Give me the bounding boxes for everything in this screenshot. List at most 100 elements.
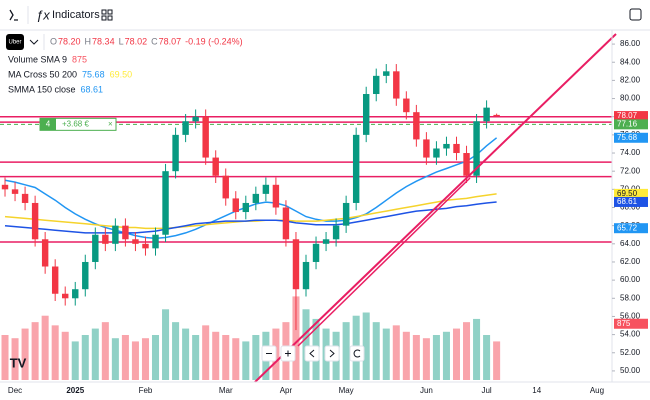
candle-body [222,175,229,199]
candle-body [463,153,470,176]
price-tag-label: 75.68 [617,133,638,142]
symbol-icon[interactable] [9,9,18,21]
volume-bar [442,331,450,380]
volume-bar [402,331,410,380]
ohlc-key: O [50,36,57,46]
trend-line[interactable] [254,33,617,383]
volume-bar [473,318,481,380]
ohlc-value: 78.02 [125,36,148,46]
y-tick-label: 58.00 [620,293,641,302]
volume-bar [412,335,420,380]
candle-body [31,202,39,240]
x-tick-label: Feb [139,386,153,395]
volume-bar [131,341,139,380]
icon [309,349,315,358]
candle-body [352,134,360,203]
volume-bar [172,322,180,380]
scroll-left[interactable] [304,345,320,362]
y-tick-label: 52.00 [620,348,641,357]
x-tick-label: Jul [481,386,491,395]
candle-body [92,234,99,262]
ohlc-value: 78.07 [159,36,182,46]
price-tag [614,111,648,122]
volume-bar [31,322,39,380]
volume-bar [432,335,440,380]
candle-body [122,225,129,240]
candle-body [312,243,320,262]
candle-body [232,198,239,213]
y-tick-label: 62.00 [620,257,641,266]
volume-bar [392,325,400,380]
x-tick-label: May [339,386,354,395]
ma-line [4,137,498,240]
volume-bar [182,328,190,380]
candle-body [172,134,179,172]
candle-body [493,114,500,117]
logo[interactable]: TV [10,355,27,370]
volume-bar [141,338,149,380]
layout-icon[interactable] [101,9,113,21]
volume-bar [121,335,129,380]
volume-bar [71,341,79,380]
y-tick-label: 60.00 [620,275,641,284]
symbol-badge-text: Uber [8,40,21,46]
volume-bar [252,335,260,380]
price-tag-label: 875 [617,319,631,328]
fx-icon[interactable]: ƒx [36,7,50,22]
symbol-badge[interactable] [6,34,24,50]
candle-body [162,171,169,235]
candle-body [242,202,250,213]
y-tick-label: 54.00 [620,330,641,339]
price-tag [614,188,648,199]
candle-body [322,239,330,244]
candle-body [272,184,280,208]
volume-bar [162,309,170,380]
icon [329,349,335,358]
indicator-name[interactable]: SMMA 150 close [8,84,76,94]
price-tag [614,132,648,143]
scroll-right[interactable] [324,345,340,362]
candle-body [393,71,400,99]
candle-body [51,266,59,294]
trend-line[interactable] [297,177,471,347]
candle-body [72,289,79,299]
price-tag [614,223,648,234]
y-tick-label: 74.00 [620,148,641,157]
dropdown[interactable] [29,39,39,45]
candle-body [41,239,49,267]
reset[interactable] [349,345,365,362]
volume-bar [212,331,220,380]
volume-bar [1,335,9,380]
fullscreen-button[interactable] [629,8,642,21]
indicator-name[interactable]: Volume SMA 9 [8,54,67,64]
x-tick-label: Aug [590,386,604,395]
volume-bar [382,328,390,380]
y-tick-label: 86.00 [620,39,641,48]
indicators-button[interactable]: Indicators [52,9,100,21]
y-tick-label: 72.00 [620,166,641,175]
icon [353,349,361,358]
indicator-value: 75.68 [82,69,105,79]
indicator-name[interactable]: MA Cross 50 200 [8,69,77,79]
ma-line [4,201,497,234]
y-tick-label: 84.00 [620,57,641,66]
volume-bar [151,335,160,380]
y-tick-label: 68.00 [620,203,641,212]
position-close[interactable]: × [108,119,113,128]
candle-body [302,261,310,290]
price-tag-label: 68.61 [617,197,638,206]
volume-bar [222,335,230,380]
candle-body [373,75,380,95]
candle-body [112,225,119,244]
volume-bar [81,335,89,380]
volume-bar [61,331,69,380]
candle-body [142,243,149,249]
position-qty: 4 [46,119,51,128]
volume-bar [302,309,310,380]
zoom-controls [261,345,365,362]
candle-body [202,116,209,158]
volume-bar [242,341,250,380]
candle-body [212,157,219,176]
